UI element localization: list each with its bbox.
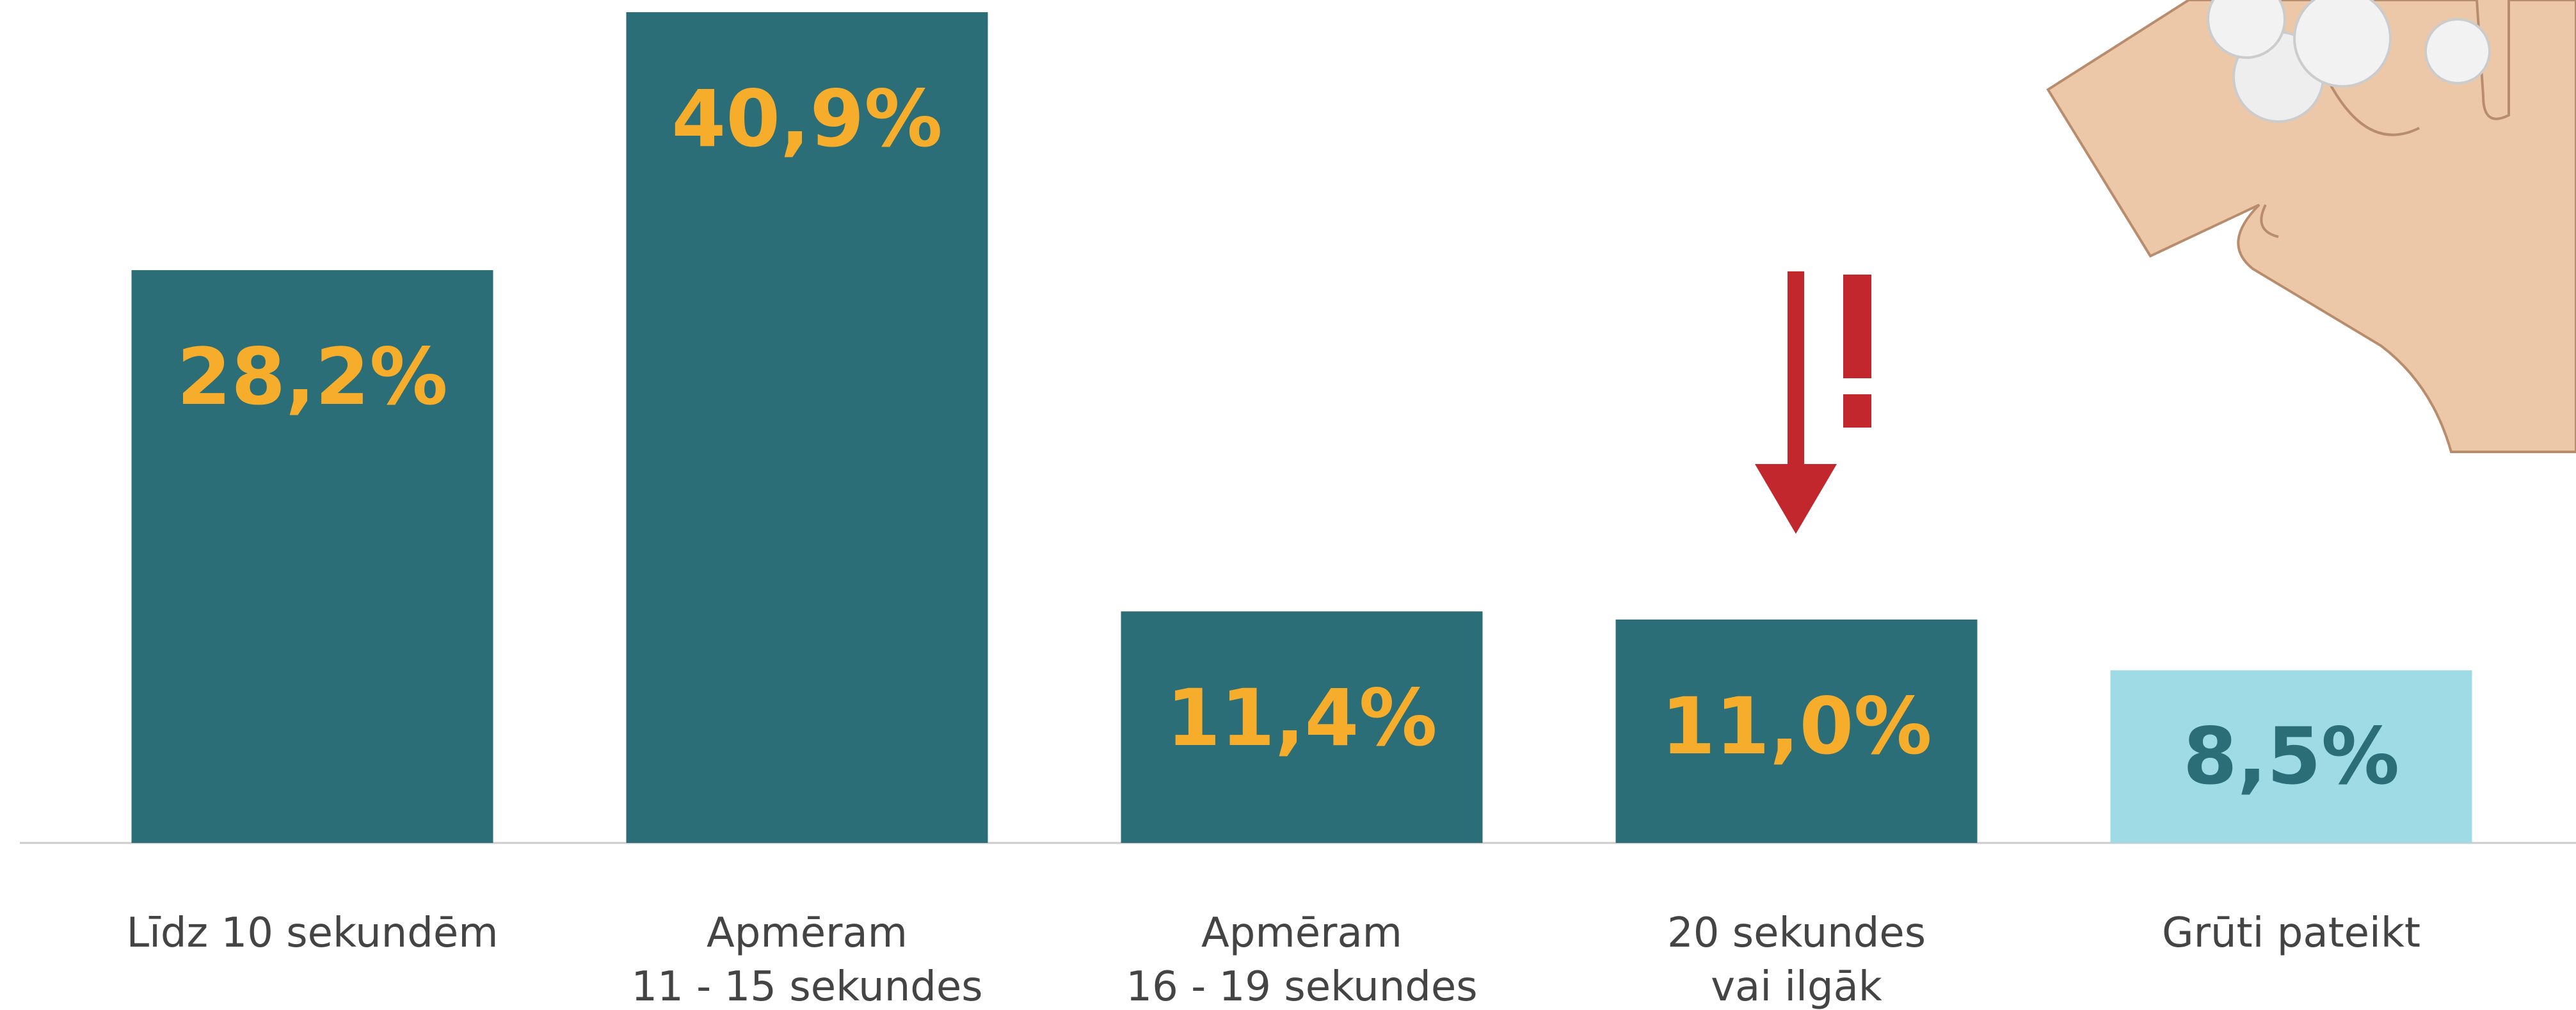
bar (1121, 611, 1483, 843)
value-label: 11,4% (1166, 673, 1437, 764)
value-label: 11,0% (1661, 680, 1932, 772)
bar (1615, 619, 1978, 843)
x-tick-label: 20 sekundes vai ilgāk (1667, 910, 1926, 1010)
alert-arrow (1755, 271, 1871, 534)
x-tick-label: Līdz 10 sekundēm (126, 910, 499, 957)
value-label: 40,9% (671, 74, 943, 165)
x-tick-label: Grūti pateikt (2162, 910, 2420, 957)
bar (2110, 670, 2472, 843)
x-tick-label: Apmēram 16 - 19 sekundes (1126, 910, 1478, 1010)
value-label: 28,2% (177, 332, 448, 423)
value-label: 8,5% (2182, 711, 2400, 803)
bar (626, 12, 988, 843)
hand-illustration (2046, 0, 2576, 453)
bar (131, 270, 493, 843)
x-tick-label: Apmēram 11 - 15 sekundes (631, 910, 983, 1010)
